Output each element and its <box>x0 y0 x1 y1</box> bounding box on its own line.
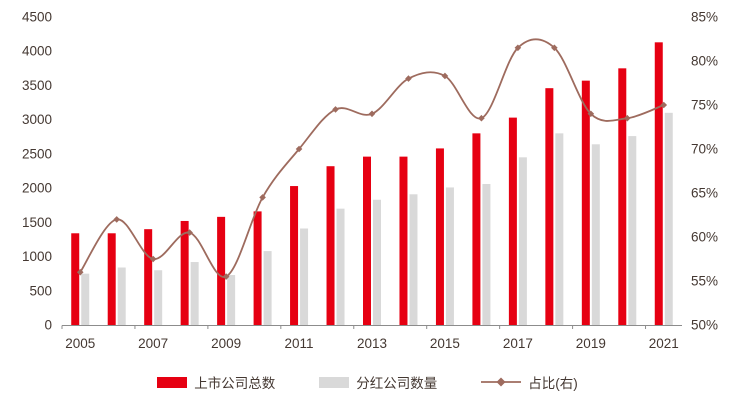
bar-dividend-count <box>117 267 126 325</box>
bar-dividend-count <box>482 184 491 325</box>
bar-listed-total <box>144 229 153 325</box>
bar-listed-total <box>326 166 335 325</box>
left-axis-tick-label: 3500 <box>22 78 52 93</box>
bar-dividend-count <box>81 273 90 325</box>
bar-listed-total <box>581 80 590 325</box>
right-axis-tick-label: 75% <box>691 98 718 113</box>
bar-dividend-count <box>263 251 272 325</box>
x-axis-tick-label: 2005 <box>65 336 95 351</box>
bar-listed-total <box>217 216 226 325</box>
right-axis-tick-label: 70% <box>691 142 718 157</box>
bar-dividend-count <box>227 275 236 325</box>
bar-dividend-count <box>628 136 637 325</box>
legend-item-listed-total: 上市公司总数 <box>157 372 275 392</box>
right-axis-tick-label: 50% <box>691 318 718 333</box>
ratio-line <box>79 38 665 278</box>
bar-listed-total <box>253 211 262 325</box>
ratio-diamond-marker <box>623 114 631 122</box>
left-axis-tick-label: 1500 <box>22 215 52 230</box>
bar-dividend-count <box>373 199 381 325</box>
left-axis-tick-label: 4500 <box>22 10 52 25</box>
x-axis-tick-label: 2009 <box>211 336 241 351</box>
ratio-diamond-marker <box>551 44 558 52</box>
bar-dividend-count <box>300 228 309 325</box>
bar-listed-total <box>618 68 627 325</box>
ratio-diamond-marker <box>441 72 449 80</box>
ratio-diamond-marker <box>149 255 157 263</box>
left-axis-tick-label: 2000 <box>22 181 52 196</box>
bar-listed-total <box>654 42 663 326</box>
x-axis-tick-label: 2019 <box>576 336 606 351</box>
x-axis-tick-label: 2021 <box>649 336 679 351</box>
x-axis-tick-label: 2011 <box>285 336 314 351</box>
bar-listed-total <box>290 186 299 325</box>
bar-dividend-count <box>190 262 199 325</box>
x-axis-tick-label: 2007 <box>138 336 168 351</box>
bar-listed-total <box>472 133 481 325</box>
ratio-diamond-marker <box>113 216 121 223</box>
right-axis-tick-label: 85% <box>691 10 718 25</box>
bar-dividend-count <box>409 194 418 325</box>
right-axis-tick-label: 80% <box>691 54 718 69</box>
left-axis-tick-label: 500 <box>29 283 52 298</box>
bar-listed-total <box>508 117 517 325</box>
ratio-diamond-marker <box>478 114 485 122</box>
legend-swatch-dividend-count <box>319 376 350 388</box>
x-axis-tick-label: 2015 <box>430 336 460 351</box>
bar-dividend-count <box>518 157 527 325</box>
ratio-diamond-marker <box>405 75 412 82</box>
ratio-diamond-marker <box>660 101 668 109</box>
bar-dividend-count <box>591 144 600 325</box>
left-axis-tick-label: 4000 <box>22 44 52 59</box>
bar-listed-total <box>545 88 554 325</box>
bar-dividend-count <box>664 112 673 325</box>
bar-listed-total <box>399 156 408 325</box>
bar-dividend-count <box>336 208 345 325</box>
x-axis-tick-label: 2013 <box>357 336 387 351</box>
left-axis-tick-label: 3000 <box>22 112 52 127</box>
ratio-diamond-marker <box>295 145 303 153</box>
right-axis-tick-label: 60% <box>691 230 718 245</box>
ratio-diamond-marker <box>76 268 84 276</box>
bar-dividend-count <box>555 133 564 325</box>
legend-swatch-listed-total <box>157 376 188 388</box>
ratio-diamond-marker <box>186 229 193 236</box>
bar-listed-total <box>363 156 371 325</box>
legend-item-ratio: 占比(右) <box>481 372 578 392</box>
left-axis-tick-label: 2500 <box>22 146 52 161</box>
ratio-diamond-marker <box>587 110 595 118</box>
legend-label-listed-total: 上市公司总数 <box>194 376 276 391</box>
legend-label-dividend-count: 分红公司数量 <box>356 376 438 391</box>
ratio-diamond-marker <box>368 110 376 118</box>
right-axis-tick-label: 65% <box>691 186 718 201</box>
bar-listed-total <box>107 233 116 325</box>
ratio-diamond-marker <box>332 106 339 113</box>
left-axis-tick-label: 1000 <box>22 249 52 264</box>
x-axis-tick-label: 2017 <box>503 336 533 351</box>
bar-listed-total <box>180 220 189 325</box>
ratio-diamond-marker <box>514 44 522 52</box>
bar-listed-total <box>435 148 444 325</box>
legend-label-ratio: 占比(右) <box>528 376 578 391</box>
right-axis-tick-label: 55% <box>691 274 718 289</box>
bar-dividend-count <box>154 270 163 325</box>
bar-dividend-count <box>445 187 454 325</box>
left-axis-tick-label: 0 <box>44 318 52 333</box>
chart-plot-area: 0 500 1000 1500 2000 2500 3000 3500 4000 4500 50% 5… <box>22 10 718 352</box>
ratio-diamond-marker <box>222 273 230 280</box>
chart-legend: 上市公司总数 分红公司数量 占比(右) <box>0 363 735 401</box>
legend-item-dividend-count: 分红公司数量 <box>319 372 437 392</box>
bar-listed-total <box>71 233 80 325</box>
legend-line-diamond-icon <box>481 377 522 387</box>
ratio-diamond-marker <box>259 194 266 201</box>
